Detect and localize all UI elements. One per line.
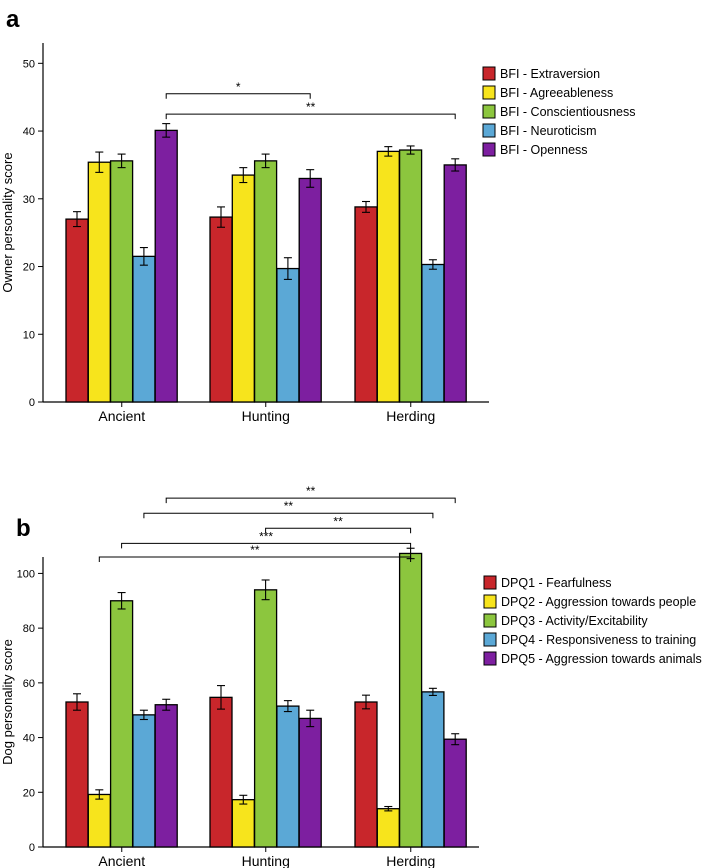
bar [231, 799, 255, 848]
y-tick-label: 20 [23, 787, 35, 799]
significance-bracket [165, 93, 311, 99]
bar [253, 160, 278, 403]
significance-label: ** [306, 484, 316, 498]
legend-swatch [483, 651, 497, 666]
category-label: Ancient [98, 853, 145, 868]
legend-label: BFI - Extraversion [500, 67, 600, 81]
category-label: Herding [386, 408, 435, 424]
legend-label: BFI - Agreeableness [500, 86, 613, 100]
bar [154, 129, 178, 403]
bar [209, 696, 233, 848]
panel-letter: b [16, 515, 31, 542]
legend-label: BFI - Openness [500, 143, 588, 157]
legend-swatch [483, 594, 497, 609]
bar [65, 218, 89, 403]
y-tick-label: 20 [23, 262, 35, 274]
significance-label: ** [333, 514, 343, 528]
bar [376, 150, 400, 403]
y-tick-label: 60 [23, 678, 35, 690]
legend-swatch [482, 85, 496, 100]
significance-bracket [143, 512, 434, 519]
legend-label: DPQ5 - Aggression towards animals [501, 652, 702, 666]
legend-swatch [483, 613, 497, 628]
legend-swatch [483, 575, 497, 590]
bar [109, 160, 134, 403]
category-label: Ancient [98, 408, 145, 424]
legend-label: DPQ4 - Responsiveness to training [501, 633, 696, 647]
legend-label: BFI - Neuroticism [500, 124, 597, 138]
significance-label: * [236, 80, 241, 94]
legend-label: DPQ2 - Aggression towards people [501, 595, 696, 609]
bar [421, 691, 445, 848]
bar [443, 164, 467, 403]
significance-bracket [165, 497, 456, 504]
bar [276, 705, 300, 848]
legend-swatch [482, 104, 496, 119]
panel-letter: a [6, 6, 20, 33]
bar [398, 552, 423, 848]
y-tick-label: 0 [29, 842, 35, 854]
bar [354, 206, 378, 403]
legend-label: DPQ3 - Activity/Excitability [501, 614, 648, 628]
bar [354, 701, 378, 848]
bar [87, 793, 111, 848]
y-axis-label: Owner personality score [0, 152, 15, 292]
legend-swatch [483, 632, 497, 647]
bar [421, 263, 445, 403]
y-tick-label: 100 [17, 568, 35, 580]
y-axis-label: Dog personality score [0, 639, 15, 765]
bar [398, 149, 423, 403]
significance-bracket [265, 527, 412, 534]
y-tick-label: 40 [23, 126, 35, 138]
significance-bracket [165, 113, 456, 120]
bar [154, 704, 178, 848]
y-tick-label: 50 [23, 58, 35, 70]
legend-label: DPQ1 - Fearfulness [501, 576, 611, 590]
legend-swatch [482, 66, 496, 81]
y-tick-label: 80 [23, 623, 35, 635]
bar [231, 174, 255, 403]
legend-label: BFI - Conscientiousness [500, 105, 635, 119]
significance-label: ** [284, 499, 294, 513]
category-label: Hunting [242, 408, 290, 424]
bar [132, 714, 156, 848]
significance-bracket [121, 542, 412, 549]
bar [132, 255, 156, 403]
y-tick-label: 40 [23, 733, 35, 745]
bar [253, 589, 278, 848]
y-tick-label: 10 [23, 329, 35, 341]
legend-swatch [482, 142, 496, 157]
significance-label: *** [259, 529, 273, 543]
bar [376, 808, 400, 848]
significance-label: ** [306, 100, 316, 114]
category-label: Hunting [242, 853, 290, 868]
bar [443, 738, 467, 848]
bar [109, 600, 134, 848]
legend-swatch [482, 123, 496, 138]
significance-label: ** [250, 543, 260, 557]
category-label: Herding [386, 853, 435, 868]
y-tick-label: 0 [29, 397, 35, 409]
bar [276, 267, 300, 403]
bar [87, 161, 111, 403]
bar [209, 216, 233, 403]
bar [65, 701, 89, 848]
bar [298, 177, 322, 403]
bar [298, 717, 322, 848]
y-tick-label: 30 [23, 194, 35, 206]
significance-bracket [98, 556, 412, 562]
